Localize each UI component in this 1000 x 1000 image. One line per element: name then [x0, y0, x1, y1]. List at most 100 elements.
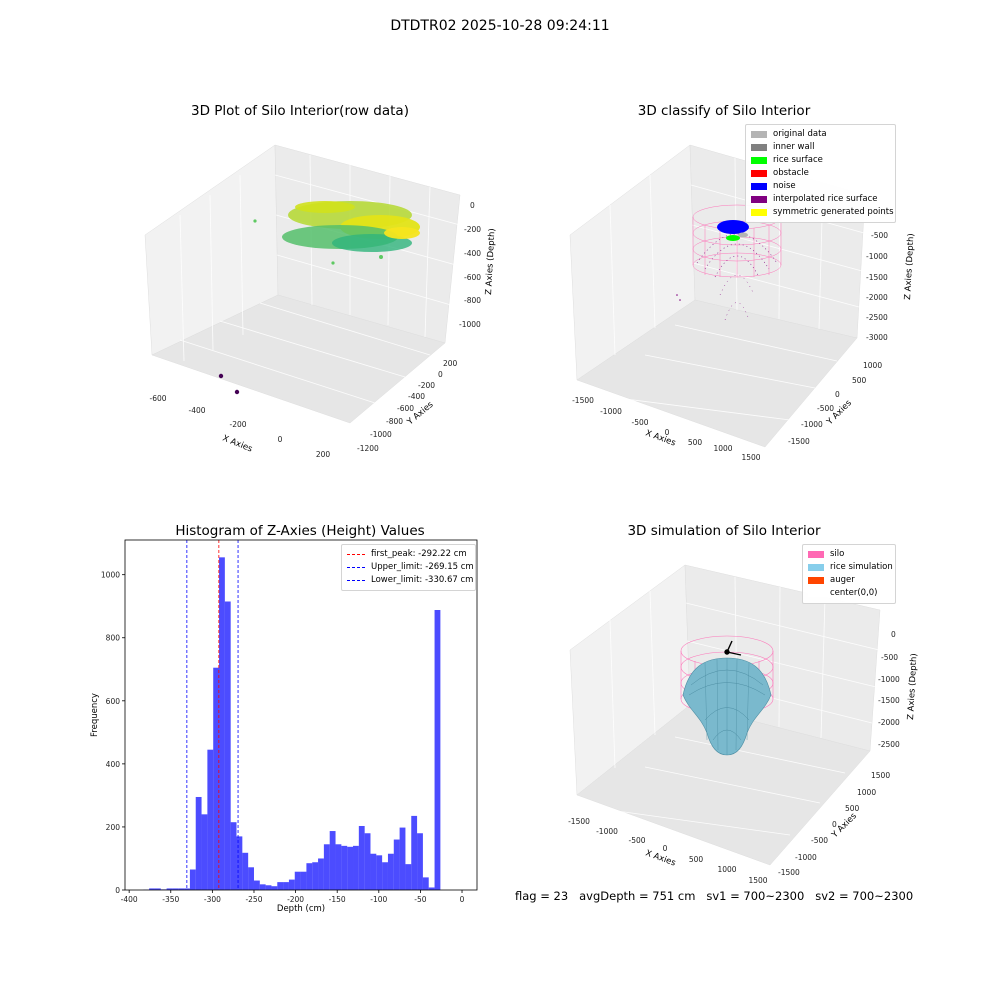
- legend-label: inner wall: [773, 142, 815, 152]
- raw-xtick: 0: [278, 435, 283, 444]
- histogram-bar: [405, 864, 412, 890]
- histogram-bar: [201, 814, 208, 890]
- legend-label: rice simulation: [830, 562, 893, 572]
- histogram-bar: [312, 862, 319, 890]
- sim-ytick: -1500: [778, 868, 800, 877]
- sim-xtick: -1500: [568, 817, 590, 826]
- histogram-bar: [230, 822, 237, 890]
- sim-xtick: 1500: [748, 876, 767, 885]
- sim-ztick: -500: [881, 653, 898, 662]
- silo-wireframe: [692, 204, 782, 278]
- classify-ytick: 1000: [863, 361, 882, 370]
- classify-ytick: -1500: [788, 437, 810, 446]
- histogram-vlines: [186, 540, 239, 890]
- classify-xtick: -1500: [572, 396, 594, 405]
- histogram-bar: [242, 852, 249, 890]
- histogram-bar: [422, 877, 429, 890]
- histogram-xtick-label: -50: [414, 895, 426, 904]
- raw-ztick: -400: [464, 249, 481, 258]
- sim-ztick: -2000: [878, 718, 900, 727]
- histogram-bar: [277, 882, 284, 890]
- simulation-x-ticks: -1500 -1000 -500 0 500 1000 1500: [568, 817, 768, 885]
- raw-ytick: -1200: [357, 444, 379, 453]
- raw-ztick: -200: [464, 225, 481, 234]
- classify-ztick: -500: [871, 231, 888, 240]
- histogram-bar: [166, 888, 173, 890]
- histogram-bar: [417, 833, 423, 890]
- histogram-bar: [213, 667, 220, 890]
- legend-item: obstacle: [751, 167, 890, 180]
- legend-item: inner wall: [751, 141, 890, 154]
- sim-ytick: 500: [845, 804, 860, 813]
- legend-label: silo: [830, 549, 845, 559]
- classify-ztick: -2000: [866, 293, 888, 302]
- histogram-bar: [149, 888, 155, 890]
- histogram-bar: [224, 601, 231, 890]
- histogram-title: Histogram of Z-Axies (Height) Values: [175, 523, 425, 539]
- histogram-bar: [393, 839, 400, 890]
- histogram-bar: [207, 749, 214, 890]
- classify-xlabel: X Axies: [644, 428, 677, 448]
- legend-label: Upper_limit: -269.15 cm: [371, 562, 474, 572]
- classify-ytick: 500: [852, 376, 867, 385]
- histogram-bar: [411, 815, 418, 890]
- histogram-bar: [154, 888, 161, 890]
- histogram-bar: [306, 863, 313, 890]
- histogram-bar: [353, 845, 359, 890]
- classify-y-ticks: 1000 500 0 -500 -1000 -1500: [788, 361, 882, 446]
- legend-item: auger: [808, 574, 890, 587]
- legend-item: interpolated rice surface: [751, 193, 890, 206]
- histogram-bar: [399, 827, 406, 890]
- raw-ztick: -600: [464, 273, 481, 282]
- classify-ytick: 0: [835, 390, 840, 399]
- legend-swatch: [808, 577, 824, 584]
- classify-ytick: -1000: [801, 420, 823, 429]
- simulation-zlabel: Z Axies (Depth): [906, 653, 919, 720]
- raw-point-cloud: [218, 201, 420, 395]
- legend-swatch: [751, 183, 767, 190]
- legend-item: noise: [751, 180, 890, 193]
- sim-ztick: -1000: [878, 675, 900, 684]
- legend-label: center(0,0): [830, 588, 878, 598]
- sim-ytick: 1000: [857, 788, 876, 797]
- histogram-bar: [323, 844, 330, 890]
- histogram-bar: [283, 882, 289, 890]
- histogram-bar: [335, 844, 342, 890]
- classify-x-ticks: -1500 -1000 -500 0 500 1000 1500: [572, 396, 761, 462]
- histogram-bar: [300, 871, 307, 890]
- legend-label: interpolated rice surface: [773, 194, 878, 204]
- histogram-bar: [370, 853, 377, 890]
- auger-glyph: [724, 640, 742, 656]
- histogram-bar: [189, 869, 196, 890]
- classify-plot-title: 3D classify of Silo Interior: [637, 103, 811, 119]
- sim-xtick: 500: [689, 855, 704, 864]
- histogram-bar: [271, 886, 278, 890]
- histogram-xtick-label: -100: [370, 895, 387, 904]
- raw-plot-title: 3D Plot of Silo Interior(row data): [191, 103, 409, 119]
- legend-swatch: [751, 131, 767, 138]
- raw-ytick: -600: [397, 404, 414, 413]
- raw-x-ticks: -600 -400 -200 0 200: [149, 394, 330, 459]
- raw-xtick: -400: [188, 406, 205, 415]
- sim-xtick: 1000: [717, 865, 736, 874]
- histogram-xtick-label: -150: [329, 895, 346, 904]
- interpolated-rice-points: [676, 233, 778, 321]
- histogram-xtick-label: -300: [204, 895, 221, 904]
- histogram-bar: [434, 610, 441, 890]
- legend-line: [347, 567, 365, 568]
- histogram-bar: [195, 796, 202, 890]
- histogram-bar: [184, 888, 190, 890]
- histogram-bars: [143, 557, 441, 890]
- histogram-xtick-label: -400: [121, 895, 138, 904]
- histogram-bar: [288, 879, 295, 890]
- legend-label: noise: [773, 181, 796, 191]
- classify-ztick: -1500: [866, 273, 888, 282]
- raw-xlabel: X Axies: [221, 434, 254, 455]
- rice-simulation-surface: [682, 657, 772, 756]
- raw-ztick: -1000: [459, 320, 481, 329]
- raw-ztick: -800: [464, 296, 481, 305]
- histogram-xtick-label: -350: [162, 895, 179, 904]
- legend-item: rice simulation: [808, 561, 893, 574]
- histogram-xtick-label: 0: [460, 895, 465, 904]
- raw-ytick: 0: [438, 370, 443, 379]
